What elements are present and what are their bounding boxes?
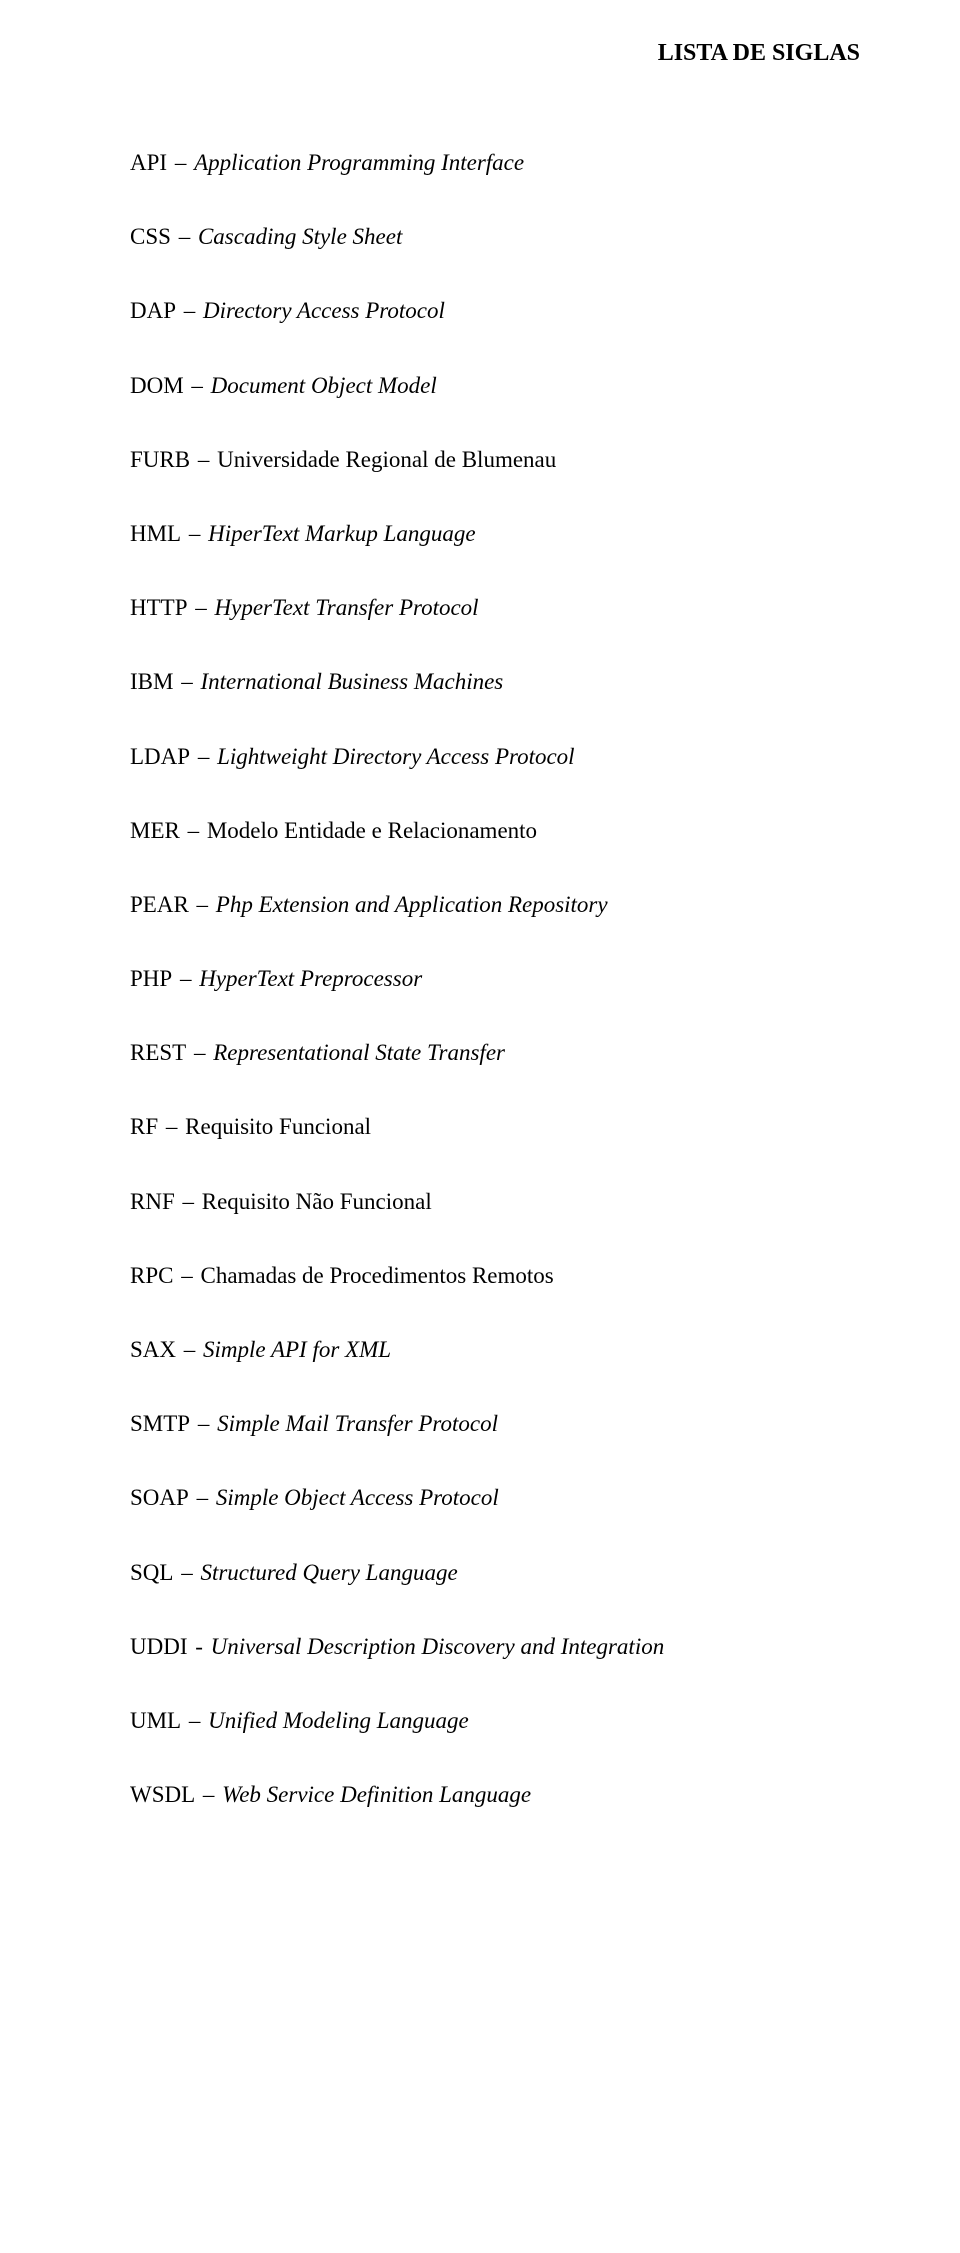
acronym-definition: Modelo Entidade e Relacionamento	[207, 818, 537, 843]
acronym-definition: Requisito Funcional	[185, 1114, 371, 1139]
acronym-entry: RNF – Requisito Não Funcional	[130, 1186, 860, 1218]
acronym-separator: –	[183, 521, 206, 546]
acronym-code: SQL	[130, 1560, 173, 1585]
acronym-entry: SAX – Simple API for XML	[130, 1334, 860, 1366]
acronym-entry: PEAR – Php Extension and Application Rep…	[130, 889, 860, 921]
acronym-definition: Php Extension and Application Repository	[216, 892, 608, 917]
acronym-definition: Structured Query Language	[200, 1560, 457, 1585]
acronym-definition: HiperText Markup Language	[208, 521, 475, 546]
acronym-separator: –	[178, 298, 201, 323]
acronym-code: SOAP	[130, 1485, 189, 1510]
acronym-entry: RPC – Chamadas de Procedimentos Remotos	[130, 1260, 860, 1292]
acronym-separator: –	[175, 1560, 198, 1585]
acronym-separator: –	[191, 892, 214, 917]
acronym-definition: Cascading Style Sheet	[198, 224, 402, 249]
acronym-definition: Representational State Transfer	[213, 1040, 505, 1065]
acronym-separator: –	[186, 373, 209, 398]
acronym-list: API – Application Programming Interface C…	[130, 147, 860, 1811]
acronym-code: MER	[130, 818, 180, 843]
acronym-separator: –	[192, 447, 215, 472]
acronym-definition: International Business Machines	[200, 669, 503, 694]
acronym-entry: UML – Unified Modeling Language	[130, 1705, 860, 1737]
acronym-separator: –	[191, 1485, 214, 1510]
acronym-entry: PHP – HyperText Preprocessor	[130, 963, 860, 995]
acronym-entry: HML – HiperText Markup Language	[130, 518, 860, 550]
acronym-code: DAP	[130, 298, 176, 323]
acronym-code: FURB	[130, 447, 190, 472]
acronym-code: IBM	[130, 669, 173, 694]
acronym-definition: Chamadas de Procedimentos Remotos	[200, 1263, 553, 1288]
page-title: LISTA DE SIGLAS	[130, 40, 860, 67]
acronym-code: PEAR	[130, 892, 189, 917]
acronym-code: UML	[130, 1708, 181, 1733]
acronym-definition: Universidade Regional de Blumenau	[217, 447, 556, 472]
acronym-separator: –	[178, 1337, 201, 1362]
acronym-code: API	[130, 150, 167, 175]
acronym-entry: LDAP – Lightweight Directory Access Prot…	[130, 741, 860, 773]
acronym-definition: Web Service Definition Language	[222, 1782, 531, 1807]
acronym-definition: Simple API for XML	[203, 1337, 391, 1362]
acronym-code: CSS	[130, 224, 171, 249]
acronym-separator: –	[183, 1708, 206, 1733]
acronym-separator: –	[192, 1411, 215, 1436]
acronym-separator: –	[190, 595, 213, 620]
acronym-entry: WSDL – Web Service Definition Language	[130, 1779, 860, 1811]
acronym-separator: –	[197, 1782, 220, 1807]
acronym-definition: Requisito Não Funcional	[202, 1189, 432, 1214]
acronym-entry: IBM – International Business Machines	[130, 666, 860, 698]
acronym-definition: Unified Modeling Language	[208, 1708, 469, 1733]
acronym-definition: Simple Mail Transfer Protocol	[217, 1411, 498, 1436]
acronym-separator: –	[160, 1114, 183, 1139]
acronym-definition: Universal Description Discovery and Inte…	[211, 1634, 665, 1659]
acronym-entry: UDDI - Universal Description Discovery a…	[130, 1631, 860, 1663]
acronym-entry: DAP – Directory Access Protocol	[130, 295, 860, 327]
acronym-entry: MER – Modelo Entidade e Relacionamento	[130, 815, 860, 847]
acronym-entry: SQL – Structured Query Language	[130, 1557, 860, 1589]
acronym-code: PHP	[130, 966, 172, 991]
acronym-entry: RF – Requisito Funcional	[130, 1111, 860, 1143]
acronym-entry: SOAP – Simple Object Access Protocol	[130, 1482, 860, 1514]
acronym-code: SMTP	[130, 1411, 190, 1436]
acronym-separator: –	[182, 818, 205, 843]
acronym-separator: –	[192, 744, 215, 769]
acronym-entry: SMTP – Simple Mail Transfer Protocol	[130, 1408, 860, 1440]
acronym-entry: FURB – Universidade Regional de Blumenau	[130, 444, 860, 476]
acronym-definition: HyperText Preprocessor	[199, 966, 422, 991]
acronym-separator: –	[175, 669, 198, 694]
acronym-code: LDAP	[130, 744, 190, 769]
acronym-code: WSDL	[130, 1782, 195, 1807]
acronym-separator: -	[190, 1634, 209, 1659]
acronym-code: HTTP	[130, 595, 188, 620]
acronym-separator: –	[173, 224, 196, 249]
acronym-code: HML	[130, 521, 181, 546]
acronym-separator: –	[174, 966, 197, 991]
acronym-separator: –	[188, 1040, 211, 1065]
acronym-entry: HTTP – HyperText Transfer Protocol	[130, 592, 860, 624]
acronym-code: RF	[130, 1114, 158, 1139]
acronym-separator: –	[177, 1189, 200, 1214]
acronym-definition: HyperText Transfer Protocol	[215, 595, 479, 620]
acronym-code: UDDI	[130, 1634, 188, 1659]
acronym-code: REST	[130, 1040, 186, 1065]
acronym-code: RNF	[130, 1189, 175, 1214]
acronym-definition: Document Object Model	[211, 373, 437, 398]
acronym-definition: Application Programming Interface	[194, 150, 524, 175]
acronym-definition: Directory Access Protocol	[203, 298, 445, 323]
acronym-entry: CSS – Cascading Style Sheet	[130, 221, 860, 253]
acronym-separator: –	[169, 150, 192, 175]
acronym-code: DOM	[130, 373, 184, 398]
acronym-definition: Lightweight Directory Access Protocol	[217, 744, 575, 769]
acronym-code: RPC	[130, 1263, 173, 1288]
acronym-code: SAX	[130, 1337, 176, 1362]
acronym-entry: REST – Representational State Transfer	[130, 1037, 860, 1069]
acronym-entry: API – Application Programming Interface	[130, 147, 860, 179]
acronym-separator: –	[175, 1263, 198, 1288]
acronym-entry: DOM – Document Object Model	[130, 370, 860, 402]
acronym-definition: Simple Object Access Protocol	[216, 1485, 499, 1510]
